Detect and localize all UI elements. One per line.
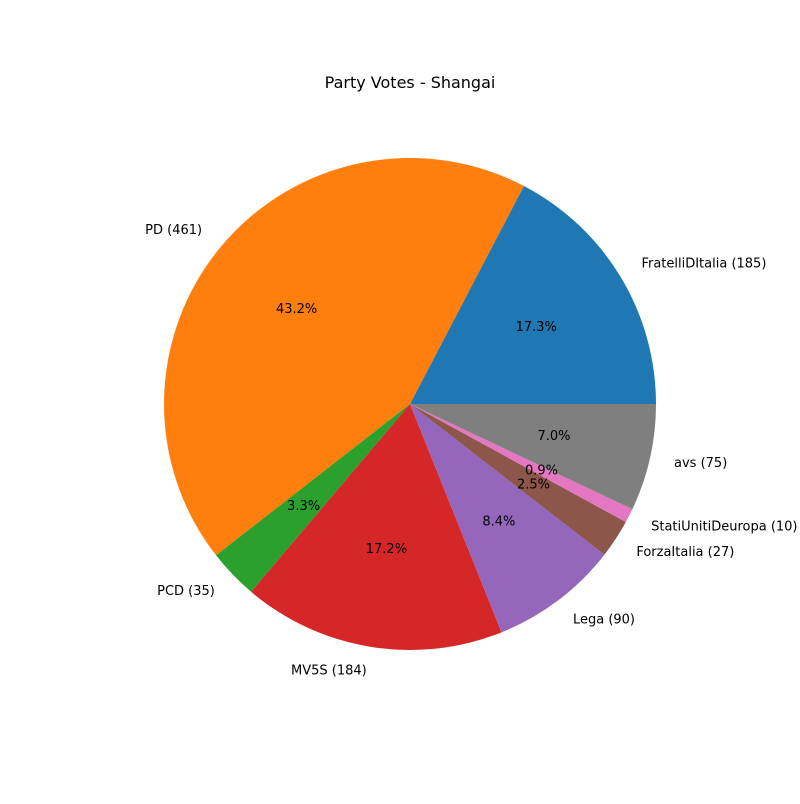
chart-title: Party Votes - Shangai [325,73,496,92]
slice-label-forzaitalia: ForzaItalia (27) [636,545,734,560]
pie-slice-avs [410,404,656,510]
pie-slice-pd [164,158,524,556]
pie-slice-lega [410,404,605,633]
percent-label-avs: 7.0% [538,429,571,444]
slice-label-avs: avs (75) [674,456,727,471]
slice-label-pcd: PCD (35) [157,584,215,599]
percent-label-forzaitalia: 2.5% [517,477,550,492]
pie-slice-mv5s [251,404,502,650]
slice-label-lega: Lega (90) [573,613,635,628]
percent-label-mv5s: 17.2% [366,542,407,557]
slice-label-statiunitideuropa: StatiUnitiDeuropa (10) [651,519,797,534]
percent-label-pd: 43.2% [276,302,317,317]
slice-label-pd: PD (461) [145,223,202,238]
pie-slice-statiunitideuropa [410,404,633,523]
pie-slice-fratelliditalia [410,185,656,404]
percent-label-statiunitideuropa: 0.9% [525,463,558,478]
slice-label-mv5s: MV5S (184) [291,664,367,679]
percent-label-lega: 8.4% [482,514,515,529]
slice-label-fratelliditalia: FratelliDItalia (185) [641,256,766,271]
percent-label-pcd: 3.3% [287,499,320,514]
percent-label-fratelliditalia: 17.3% [516,320,557,335]
pie-slice-forzaitalia [410,404,626,555]
pie-slice-pcd [216,404,410,592]
slices-group [164,158,656,650]
labels-group: FratelliDItalia (185) 17.3% PD (461) 43.2% P… [145,223,797,678]
